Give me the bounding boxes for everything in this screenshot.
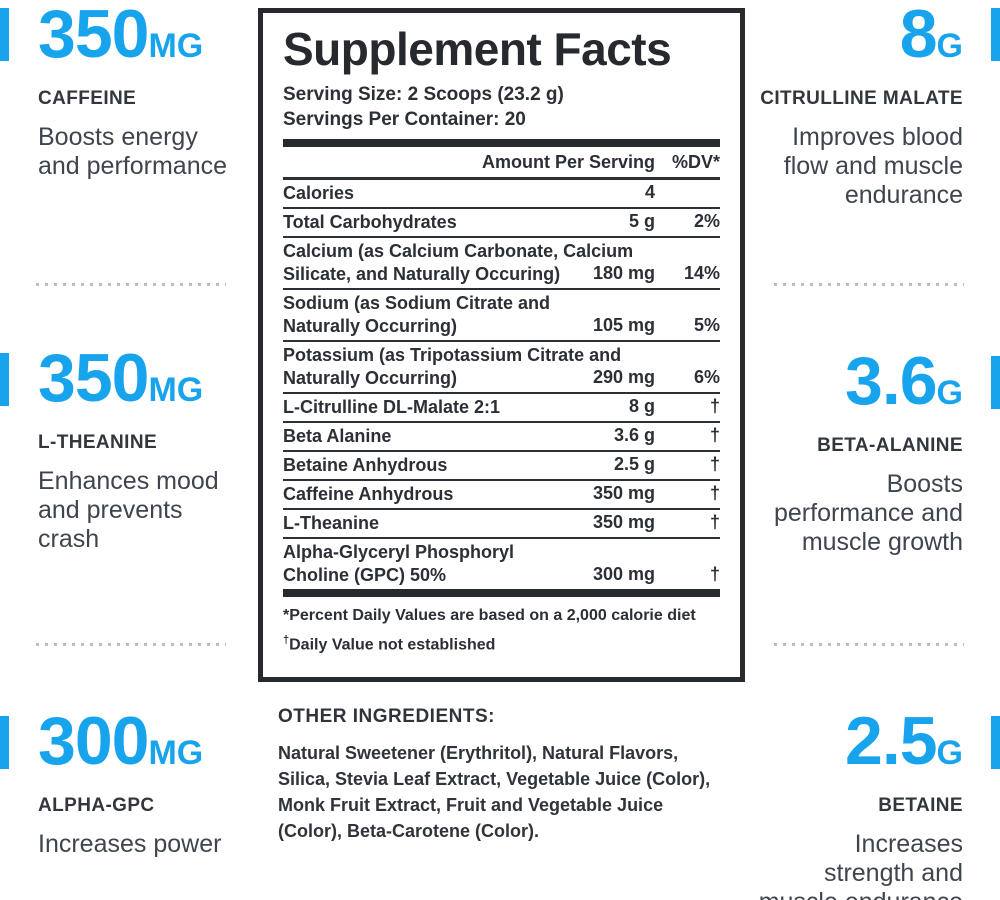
callout-description: Improves blood flow and muscle endurance [783, 123, 963, 209]
other-ingredients-text: Natural Sweetener (Erythritol), Natural … [278, 743, 711, 841]
table-header: Amount Per Serving %DV* [283, 147, 720, 180]
callout-ingredient-name: ALPHA-GPC [38, 795, 155, 816]
row-dv: † [709, 483, 720, 503]
row-name: Caffeine Anhydrous [283, 484, 454, 504]
row-name: L-Theanine [283, 513, 380, 533]
callout-alpha-gpc: 300MG ALPHA-GPC Increases power [38, 703, 243, 859]
supplement-facts-panel: Supplement Facts Serving Size: 2 Scoops … [258, 8, 745, 682]
table-row: L-Theanine 350 mg † [283, 510, 720, 539]
callout-caffeine: 350MG CAFFEINE Boosts energy and perform… [38, 0, 243, 181]
accent-bar [991, 8, 1000, 61]
other-ingredients-heading: OTHER INGREDIENTS: [278, 706, 495, 727]
accent-bar [0, 353, 9, 406]
row-name: Calcium (as Calcium Carbonate, Calcium Si… [283, 241, 634, 284]
row-amount: 2.5 g [613, 454, 655, 474]
callout-description: Boosts performance and muscle growth [773, 470, 963, 556]
callout-ingredient-name: BETAINE [878, 795, 963, 816]
row-amount: 3.6 g [613, 425, 655, 445]
table-row: Total Carbohydrates 5 g 2% [283, 209, 720, 238]
row-dv: † [709, 564, 720, 584]
row-amount: 350 mg [592, 483, 655, 503]
footnotes: *Percent Daily Values are based on a 2,0… [283, 604, 720, 657]
row-amount: 180 mg [592, 263, 655, 283]
row-name: Betaine Anhydrous [283, 455, 448, 475]
column-header-dv: %DV* [671, 152, 720, 172]
accent-bar [991, 356, 1000, 409]
row-dv: † [709, 396, 720, 416]
dotted-divider [36, 283, 226, 286]
callout-ingredient-name: L-THEANINE [38, 432, 158, 453]
row-name: Total Carbohydrates [283, 212, 457, 232]
row-amount: 290 mg [592, 367, 655, 387]
footnote-percent-dv: *Percent Daily Values are based on a 2,0… [283, 607, 696, 624]
row-name: Alpha-Glyceryl Phosphoryl Choline (GPC) 5… [283, 542, 515, 585]
callout-description: Enhances mood and prevents crash [38, 467, 219, 553]
row-amount: 5 g [628, 211, 655, 231]
other-ingredients: OTHER INGREDIENTS: Natural Sweetener (Er… [278, 706, 730, 844]
callout-ingredient-name: CITRULLINE MALATE [760, 88, 963, 109]
row-dv: 14% [683, 263, 720, 283]
callout-l-theanine: 350MG L-THEANINE Enhances mood and preve… [38, 340, 243, 554]
row-name: L-Citrulline DL-Malate 2:1 [283, 397, 501, 417]
column-header-amount: Amount Per Serving [481, 152, 655, 172]
accent-bar [991, 716, 1000, 769]
table-row: Betaine Anhydrous 2.5 g † [283, 452, 720, 481]
servings-per-container: Servings Per Container: 20 [283, 109, 526, 130]
callout-amount: 2.5G [845, 703, 963, 779]
table-row: L-Citrulline DL-Malate 2:1 8 g † [283, 394, 720, 423]
row-dv: 2% [693, 211, 720, 231]
callout-amount: 3.6G [845, 343, 963, 419]
callout-ingredient-name: BETA-ALANINE [817, 435, 963, 456]
row-amount: 4 [644, 182, 655, 202]
accent-bar [0, 716, 9, 769]
callout-description: Increases strength and muscle endurance [759, 830, 963, 900]
row-dv: 6% [693, 367, 720, 387]
callout-amount: 8G [899, 0, 963, 72]
dotted-divider [774, 643, 964, 646]
row-dv: † [709, 425, 720, 445]
row-amount: 350 mg [592, 512, 655, 532]
callout-betaine: 2.5G BETAINE Increases strength and musc… [748, 703, 963, 900]
dotted-divider [774, 283, 964, 286]
callout-description: Increases power [38, 830, 222, 858]
row-dv: 5% [693, 315, 720, 335]
table-row: Alpha-Glyceryl Phosphoryl Choline (GPC) 5… [283, 539, 720, 589]
row-name: Beta Alanine [283, 426, 392, 446]
callout-amount: 350MG [38, 0, 204, 72]
table-row: Sodium (as Sodium Citrate and Naturally O… [283, 290, 720, 342]
table-row: Caffeine Anhydrous 350 mg † [283, 481, 720, 510]
table-row: Beta Alanine 3.6 g † [283, 423, 720, 452]
table-row: Potassium (as Tripotassium Citrate and Na… [283, 342, 720, 394]
row-amount: 8 g [628, 396, 655, 416]
footnote-dv-not-established: †Daily Value not established [283, 634, 496, 654]
accent-bar [0, 8, 9, 61]
row-name: Sodium (as Sodium Citrate and Naturally O… [283, 293, 551, 336]
thick-rule [283, 139, 720, 147]
panel-title: Supplement Facts [283, 23, 672, 75]
row-amount: 105 mg [592, 315, 655, 335]
table-row: Calcium (as Calcium Carbonate, Calcium Si… [283, 238, 720, 290]
row-amount: 300 mg [592, 564, 655, 584]
table-row: Calories 4 [283, 180, 720, 209]
callout-description: Boosts energy and performance [38, 123, 228, 180]
row-name: Potassium (as Tripotassium Citrate and Na… [283, 345, 622, 388]
row-dv: † [709, 512, 720, 532]
callout-amount: 300MG [38, 703, 204, 779]
nutrition-table: Calories 4 Total Carbohydrates 5 g 2% Ca… [283, 180, 720, 589]
thick-rule [283, 589, 720, 597]
serving-size: Serving Size: 2 Scoops (23.2 g) [283, 84, 564, 105]
row-dv: † [709, 454, 720, 474]
dotted-divider [36, 643, 226, 646]
callout-beta-alanine: 3.6G BETA-ALANINE Boosts performance and… [748, 343, 963, 557]
callout-amount: 350MG [38, 340, 204, 416]
callout-citrulline-malate: 8G CITRULLINE MALATE Improves blood flow… [748, 0, 963, 210]
row-name: Calories [283, 183, 355, 203]
callout-ingredient-name: CAFFEINE [38, 88, 137, 109]
